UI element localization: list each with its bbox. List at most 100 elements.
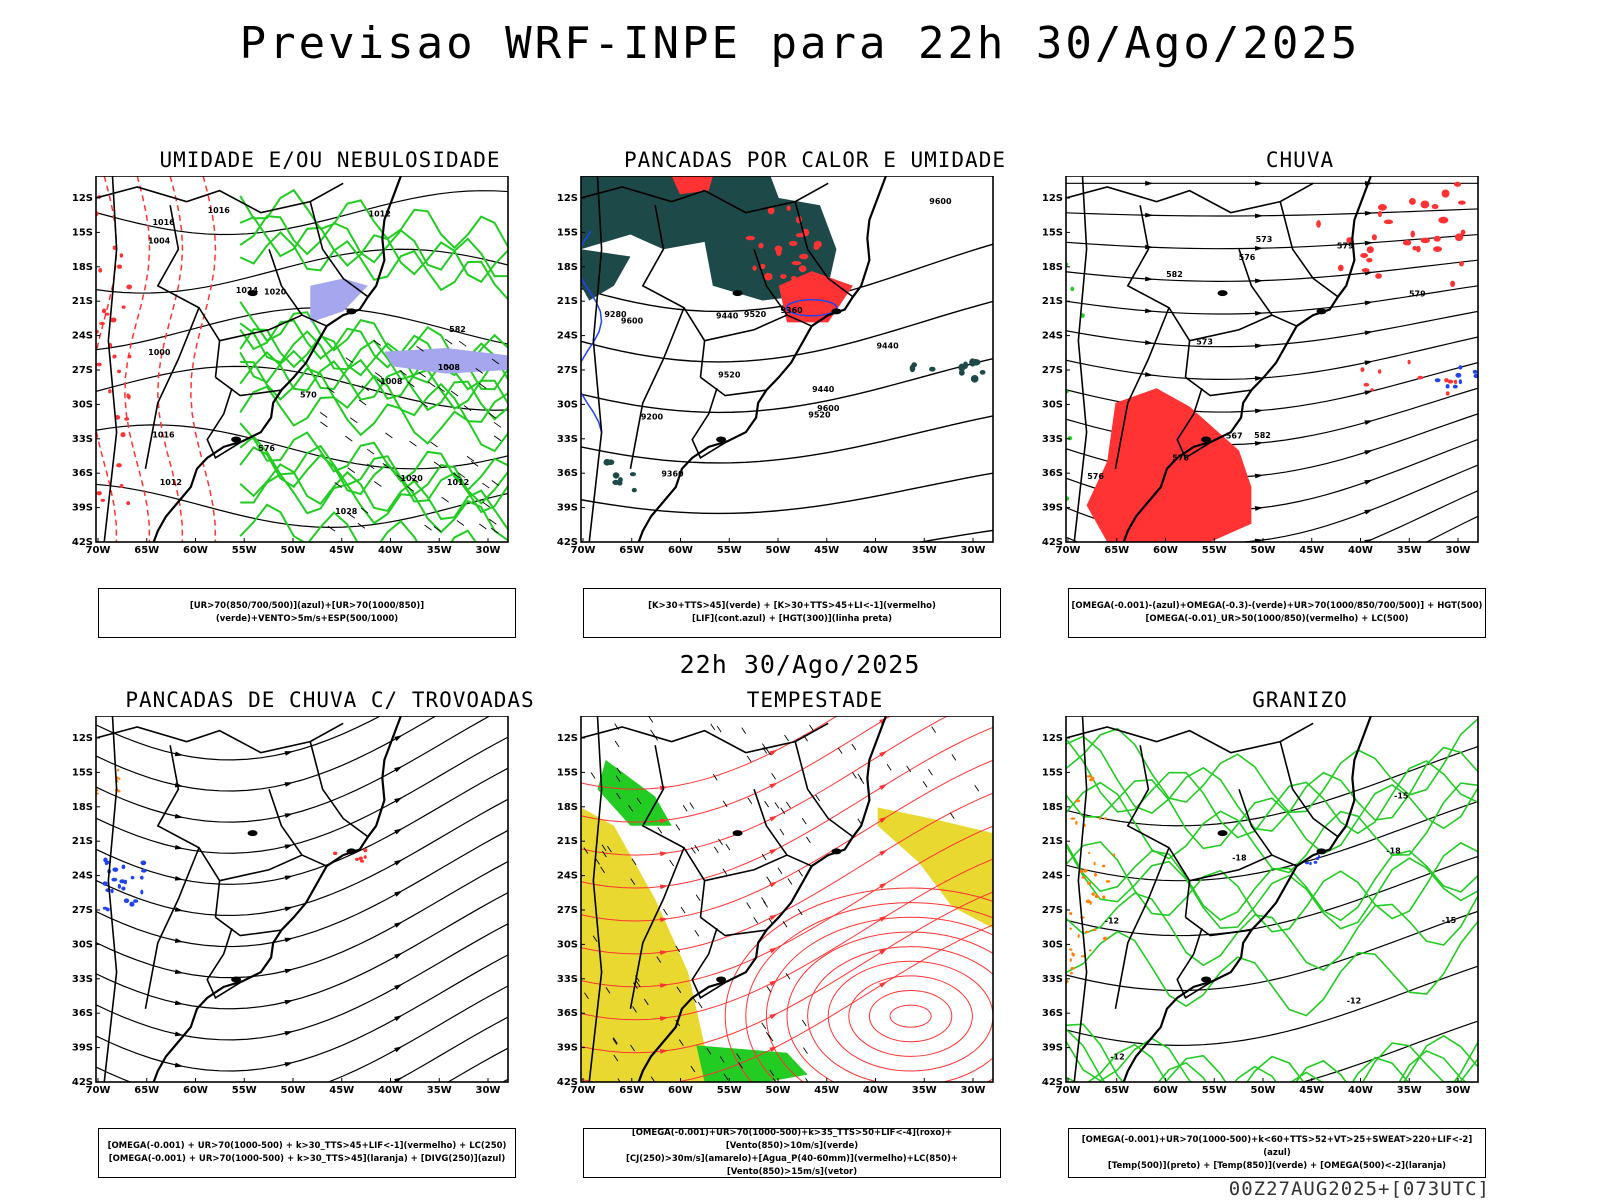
contour-label: 9600 [621,317,644,326]
contour-label: 573 [1256,235,1273,244]
humidity-red-mark [96,362,102,367]
wind-vector [463,405,472,412]
panel-legend: [K>30+TTS>45](verde) + [K>30+TTS>45+LI<-… [583,588,1001,638]
flow-arrow [394,983,403,991]
flow-arrow [1145,244,1154,250]
wind-vector [785,972,791,980]
lon-tick-label: 50W [766,545,791,556]
contour-label: 1016 [208,206,231,215]
flow-arrow [394,921,403,928]
rain-red-mark [1438,216,1449,224]
streamline [96,1110,508,1116]
panel-title: PANCADAS DE CHUVA C/ TROVOADAS [125,688,535,712]
wind-vector [409,440,417,447]
cyclone-streamline [889,1004,932,1028]
border-line [1238,248,1273,316]
omega-orange-mark [1081,955,1085,958]
omega-orange-mark [1089,900,1092,906]
wind-vector [347,512,356,519]
lat-tick-label: 12S [1042,193,1063,204]
wind-vector [766,986,772,993]
wind-vector [607,845,612,853]
border-line [103,176,118,542]
streamline [581,759,993,922]
legend-line: [OMEGA(-0.001)-(azul)+OMEGA(-0.3)-(verde… [1071,601,1483,611]
convection-red-mark [358,856,363,861]
lat-tick-label: 27S [1042,365,1063,376]
border-line [1189,314,1298,342]
thickness-contour [124,176,151,542]
lat-tick-label: 39S [72,503,93,514]
flow-arrow [394,1015,403,1022]
omega-orange-mark [1072,952,1075,957]
flow-arrow [659,785,669,791]
lon-tick-label: 60W [1153,1085,1178,1096]
wind-vector [491,358,500,365]
humidity-red-mark [108,389,112,394]
contour-label: 576 [258,444,275,453]
wind-vector [615,775,621,782]
wind-vector [761,897,766,904]
omega-orange-mark [1094,894,1099,899]
lon-tick-label: 30W [961,545,986,556]
border-line [96,182,344,214]
border-line [215,916,282,937]
wind-vector [798,870,803,877]
wind-vector [456,520,465,526]
humidity-contour [239,503,477,542]
coastline [637,176,887,542]
wind-vector [675,945,681,953]
flow-arrow [174,1062,184,1068]
rain-red-mark [1416,245,1421,253]
wind-vector [747,797,753,804]
contour-label: -18 [1386,847,1401,856]
rain-red-mark [1366,246,1374,254]
border-line [753,248,788,316]
lake-mark [831,308,842,315]
lat-tick-label: 33S [72,974,93,985]
panel-title: PANCADAS POR CALOR E UMIDADE [623,148,1006,172]
wind-vector [886,763,892,771]
lake-mark [1316,308,1327,315]
wind-vector [616,767,622,775]
rain-red-mark [1377,369,1382,374]
contour-label: 9440 [812,385,835,394]
flow-arrow [1255,245,1264,251]
humidity-contour [239,188,508,250]
rain-red-mark [1337,264,1344,272]
divergence-blue-mark [121,864,126,870]
flow-arrow [174,938,184,943]
wind-vector [746,755,752,763]
rain-red-mark [1445,391,1450,396]
legend-line: [OMEGA(-0.001)+UR>70(1000-500)+k<60+TTS>… [1081,1134,1473,1158]
hail-blue-mark [1315,856,1320,861]
omega-orange-mark [1105,880,1111,883]
temp850-contour [1066,1041,1478,1082]
wind-vector [319,411,328,418]
panel-title: GRANIZO [1252,688,1348,712]
flow-arrow [659,1049,669,1054]
lat-tick-label: 39S [557,1043,578,1054]
flow-arrow [394,797,403,804]
lat-tick-label: 39S [72,1043,93,1054]
lon-tick-label: 65W [1104,545,1129,556]
lat-tick-label: 12S [557,193,578,204]
lon-tick-label: 70W [571,545,596,556]
flow-arrow [769,749,778,756]
lat-tick-label: 12S [1042,733,1063,744]
lat-tick-label: 36S [557,1008,578,1019]
flow-arrow [659,851,669,857]
flow-arrow [284,782,294,787]
border-line [219,854,328,882]
streamline [581,891,993,1054]
flow-arrow [284,813,294,818]
rain-blue-mark [1434,378,1441,383]
flow-arrow [284,968,294,974]
omega-orange-mark [1069,948,1073,951]
heat-humidity-mark [979,369,986,375]
humidity-red-mark [114,415,121,420]
border-line [1073,716,1088,1082]
streamline [96,483,508,528]
lat-tick-label: 30S [557,939,578,950]
streamline [581,716,892,823]
